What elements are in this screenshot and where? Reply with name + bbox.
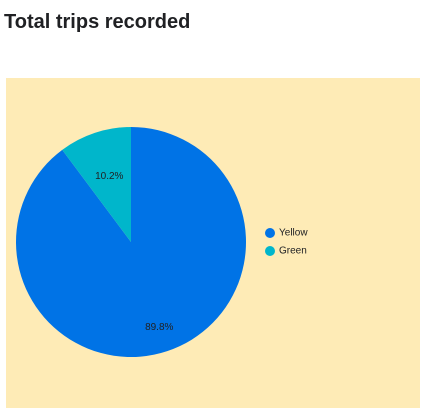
legend-label-yellow: Yellow: [279, 228, 308, 239]
legend-swatch-green: [265, 246, 275, 256]
page-title: Total trips recorded: [4, 11, 191, 33]
pie-slice-yellow: [15, 127, 246, 357]
legend-swatch-yellow: [265, 228, 275, 238]
pie-chart: 89.8% 10.2% Yellow Green: [6, 78, 420, 408]
pie-chart-panel: 89.8% 10.2% Yellow Green: [6, 78, 420, 408]
pie-slices: [15, 127, 246, 357]
legend-label-green: Green: [279, 246, 307, 257]
slice-labels: 89.8% 10.2%: [95, 171, 173, 333]
slice-label-yellow: 89.8%: [145, 322, 173, 333]
pie-slice-green: [62, 127, 131, 242]
legend: Yellow Green: [265, 228, 308, 257]
slice-label-green: 10.2%: [95, 171, 123, 182]
